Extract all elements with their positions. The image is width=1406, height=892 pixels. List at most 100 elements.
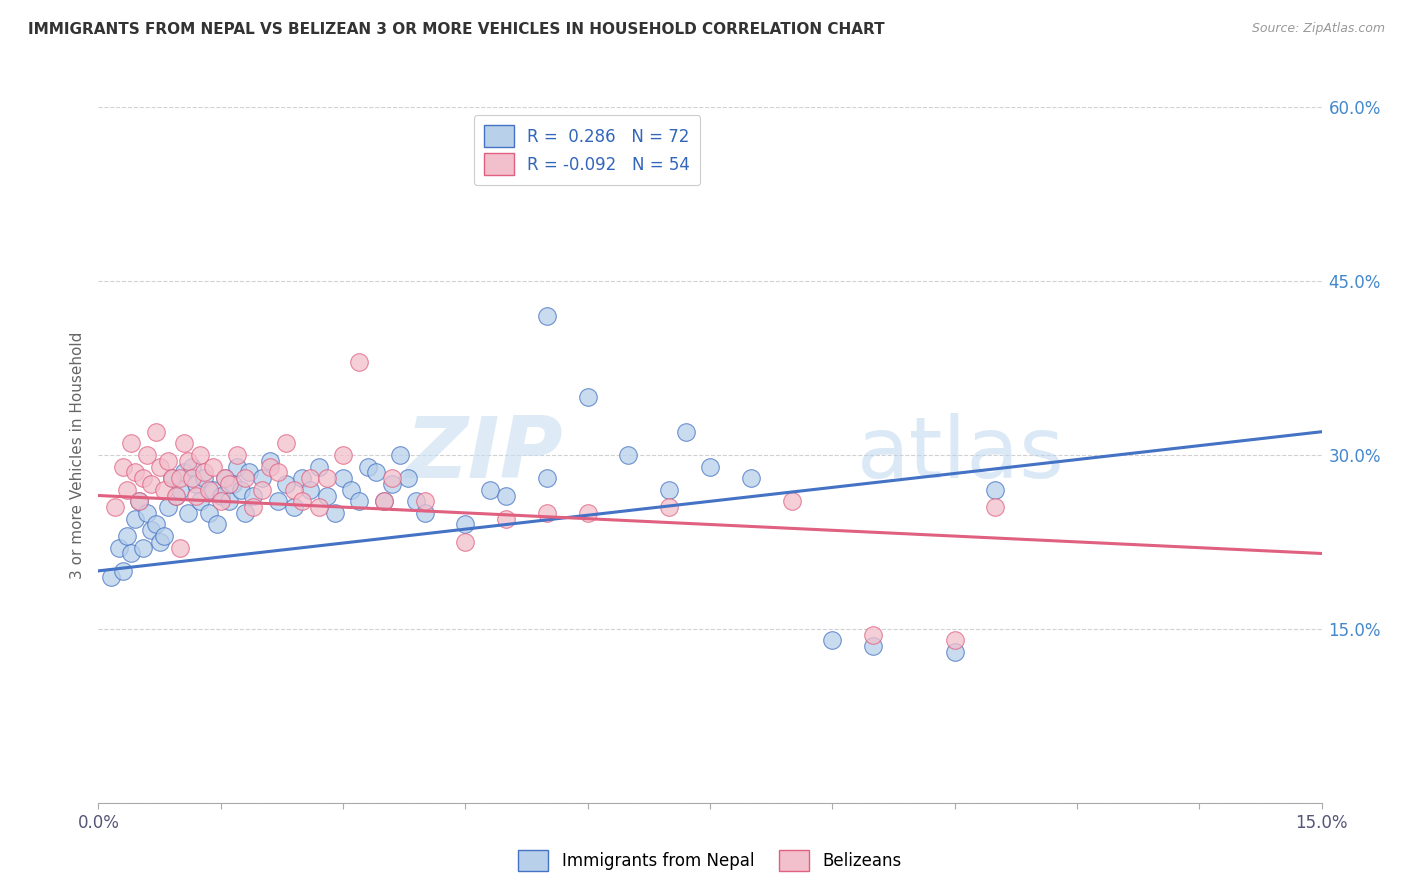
Point — [274, 476, 297, 491]
Point — [128, 494, 150, 508]
Point — [576, 390, 599, 404]
Point — [115, 529, 138, 543]
Point — [177, 506, 200, 520]
Point — [617, 448, 640, 462]
Point — [201, 459, 224, 474]
Point — [299, 483, 322, 497]
Point — [740, 471, 762, 485]
Y-axis label: 3 or more Vehicles in Household: 3 or more Vehicles in Household — [70, 331, 86, 579]
Point — [214, 471, 236, 485]
Point — [141, 523, 163, 537]
Point — [332, 448, 354, 462]
Point — [984, 500, 1007, 514]
Point — [156, 453, 179, 467]
Point — [181, 471, 204, 485]
Point — [454, 517, 477, 532]
Point — [389, 448, 412, 462]
Point — [209, 494, 232, 508]
Point — [349, 494, 371, 508]
Point — [413, 506, 436, 520]
Point — [381, 476, 404, 491]
Point — [124, 466, 146, 480]
Point — [267, 466, 290, 480]
Point — [193, 471, 215, 485]
Point — [315, 489, 337, 503]
Point — [177, 453, 200, 467]
Text: Source: ZipAtlas.com: Source: ZipAtlas.com — [1251, 22, 1385, 36]
Point — [160, 471, 183, 485]
Point — [405, 494, 427, 508]
Point — [267, 494, 290, 508]
Point — [250, 471, 273, 485]
Point — [132, 541, 155, 555]
Point — [373, 494, 395, 508]
Point — [576, 506, 599, 520]
Point — [222, 476, 245, 491]
Point — [413, 494, 436, 508]
Point — [943, 645, 966, 659]
Point — [233, 506, 256, 520]
Point — [173, 436, 195, 450]
Point — [259, 459, 281, 474]
Point — [283, 500, 305, 514]
Point — [169, 471, 191, 485]
Point — [226, 448, 249, 462]
Point — [478, 483, 501, 497]
Point — [238, 466, 260, 480]
Point — [173, 466, 195, 480]
Point — [188, 494, 212, 508]
Point — [120, 546, 142, 561]
Point — [115, 483, 138, 497]
Text: ZIP: ZIP — [405, 413, 564, 497]
Point — [197, 483, 219, 497]
Point — [364, 466, 387, 480]
Point — [111, 459, 134, 474]
Point — [169, 541, 191, 555]
Point — [454, 534, 477, 549]
Point — [373, 494, 395, 508]
Point — [218, 476, 240, 491]
Point — [152, 483, 174, 497]
Point — [242, 489, 264, 503]
Point — [111, 564, 134, 578]
Point — [658, 483, 681, 497]
Point — [197, 506, 219, 520]
Point — [193, 466, 215, 480]
Point — [323, 506, 346, 520]
Point — [132, 471, 155, 485]
Point — [699, 459, 721, 474]
Point — [283, 483, 305, 497]
Point — [821, 633, 844, 648]
Point — [100, 570, 122, 584]
Point — [274, 436, 297, 450]
Point — [201, 483, 224, 497]
Point — [136, 506, 159, 520]
Point — [291, 471, 314, 485]
Point — [299, 471, 322, 485]
Point — [205, 517, 228, 532]
Point — [349, 355, 371, 369]
Point — [156, 500, 179, 514]
Point — [332, 471, 354, 485]
Point — [242, 500, 264, 514]
Point — [495, 512, 517, 526]
Point — [315, 471, 337, 485]
Point — [152, 529, 174, 543]
Point — [136, 448, 159, 462]
Point — [209, 489, 232, 503]
Point — [226, 459, 249, 474]
Point — [984, 483, 1007, 497]
Text: atlas: atlas — [856, 413, 1064, 497]
Point — [108, 541, 131, 555]
Point — [218, 494, 240, 508]
Point — [396, 471, 419, 485]
Point — [308, 459, 330, 474]
Point — [250, 483, 273, 497]
Point — [186, 476, 208, 491]
Point — [536, 471, 558, 485]
Point — [862, 639, 884, 653]
Point — [165, 489, 187, 503]
Point — [495, 489, 517, 503]
Point — [943, 633, 966, 648]
Point — [145, 517, 167, 532]
